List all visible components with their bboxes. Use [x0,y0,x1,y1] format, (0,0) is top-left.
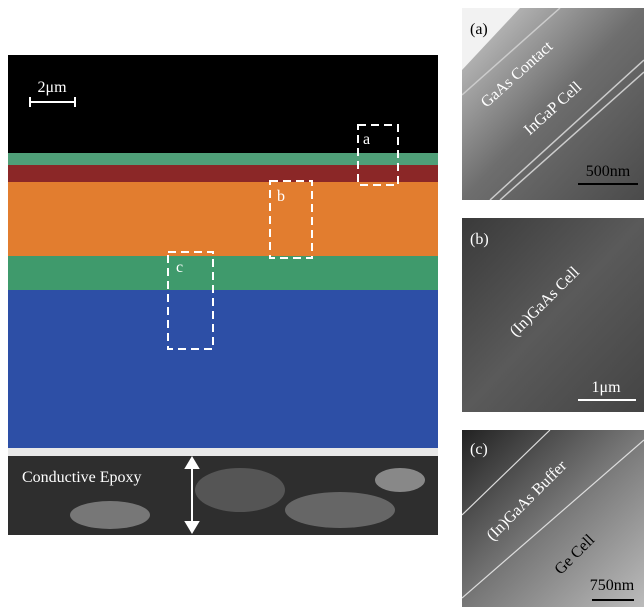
texture [375,468,425,492]
epoxy-label: Conductive Epoxy [22,469,142,486]
scale-label: 1μm [591,379,621,396]
inset-label: (c) [470,441,488,458]
inset-label: (a) [470,21,488,38]
scale-label: 750nm [590,577,635,594]
layer [8,448,438,456]
layer [8,165,438,182]
texture [195,468,285,512]
inset-a: (a) GaAs Contact InGaP Cell 500nm [462,8,644,200]
inset-label: (b) [470,231,489,248]
box-label: c [176,259,183,276]
page: 2μm a b c Conductive Epoxy (a) GaAs Cont… [0,0,644,607]
figure: 2μm a b c Conductive Epoxy (a) GaAs Cont… [0,0,644,607]
main-panel: 2μm a b c Conductive Epoxy [8,55,438,535]
layer [8,290,438,450]
box-label: b [277,188,285,205]
inset-c: (c) (In)GaAs Buffer Ge Cell 750nm [462,430,644,607]
scale-label: 500nm [586,163,631,180]
texture [285,492,395,528]
layer [8,256,438,290]
layer [8,153,438,165]
texture [70,501,150,529]
scale-label: 2μm [37,79,67,96]
box-label: a [363,131,370,148]
layer [8,182,438,256]
inset-b: (b) (In)GaAs Cell 1μm [462,218,644,412]
